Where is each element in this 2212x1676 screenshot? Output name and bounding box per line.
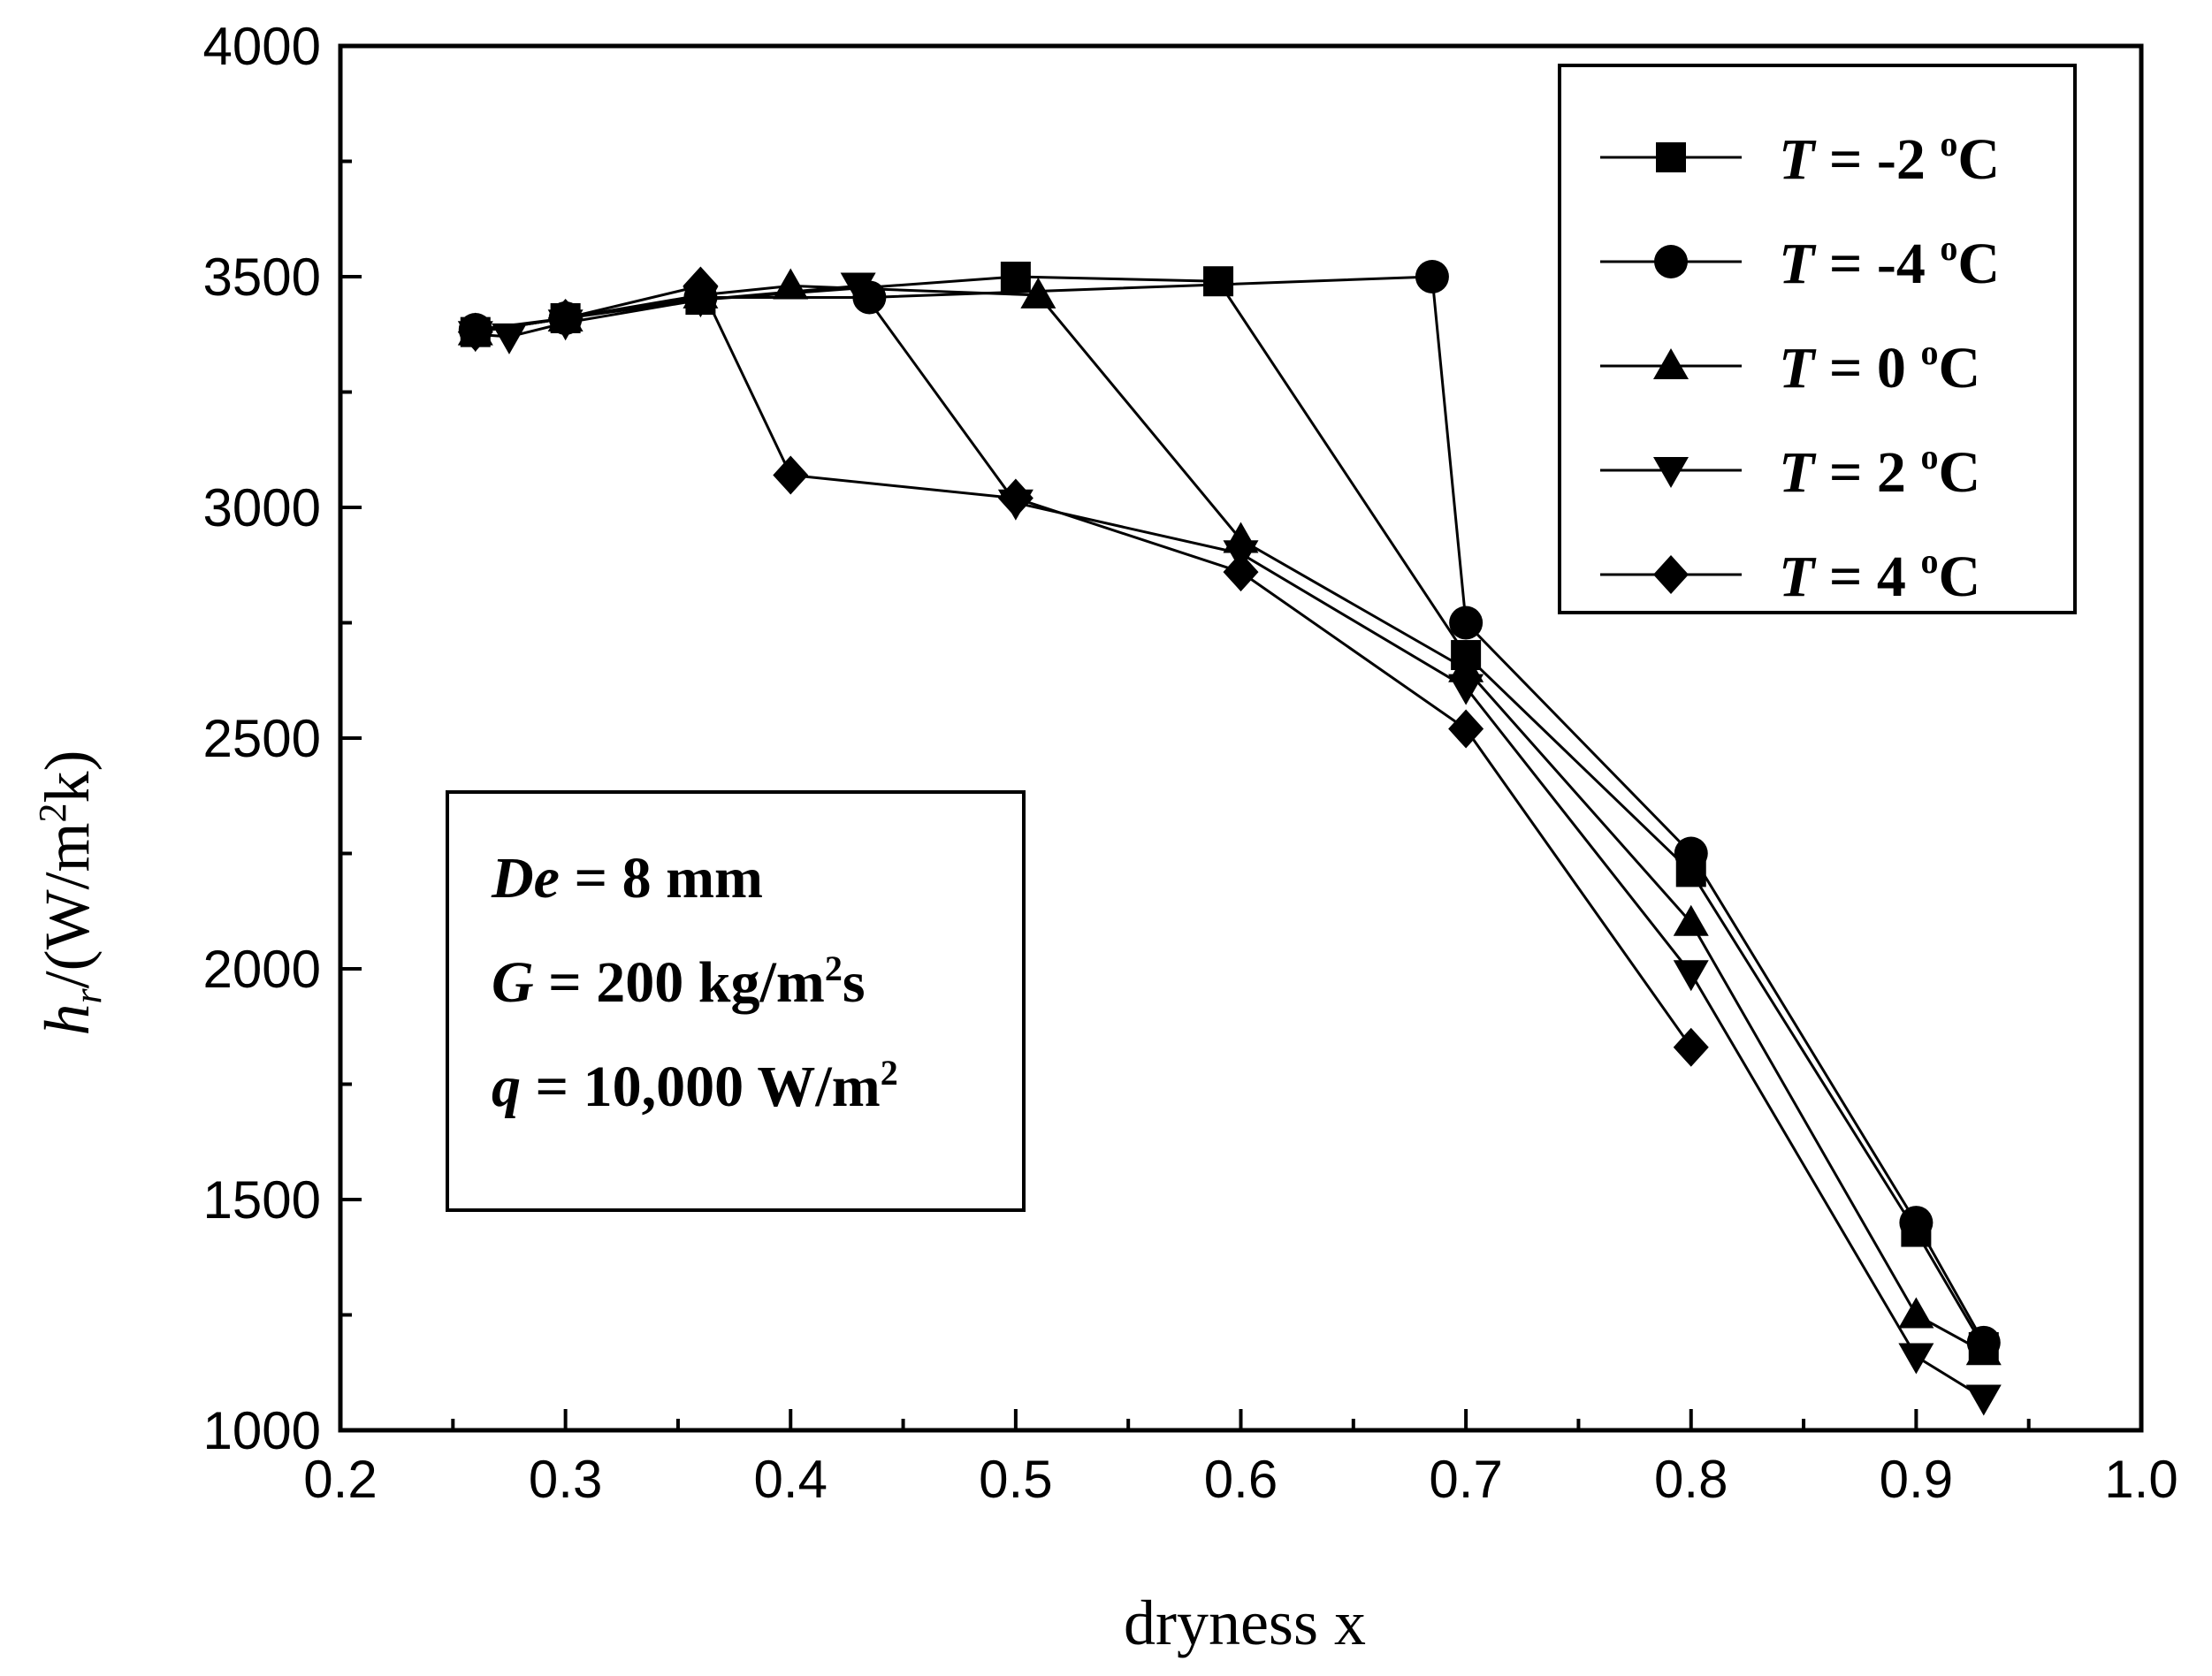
data-point-diamond — [457, 312, 493, 352]
y-tick-label: 3000 — [203, 478, 321, 537]
data-point-circle — [1415, 260, 1449, 293]
x-tick-label: 0.3 — [529, 1450, 602, 1509]
data-point-triangle-up — [1898, 1297, 1934, 1329]
legend: T = -2 oC T = -4 oC T = 0 oC T = 2 oC T … — [1558, 64, 2077, 614]
legend-label-t-4: T = 4 oC — [1779, 541, 1980, 609]
y-tick-label: 2000 — [203, 940, 321, 999]
conditions-box-frame — [446, 790, 1026, 1212]
plot-area-frame — [338, 43, 2144, 1433]
data-point-square — [1000, 262, 1031, 292]
data-point-triangle-up — [1965, 1334, 2002, 1366]
legend-marker-triangle-down — [1653, 457, 1689, 488]
data-point-circle — [1449, 606, 1484, 640]
data-point-diamond — [1448, 709, 1484, 749]
series-markers — [457, 260, 2002, 1416]
annotation-diameter: De = 8 mm — [491, 846, 763, 910]
x-tick-label: 0.8 — [1654, 1450, 1728, 1509]
data-point-triangle-up — [1020, 277, 1056, 309]
y-tick-label: 1000 — [203, 1401, 321, 1460]
data-point-triangle-down — [840, 272, 876, 304]
data-point-square — [1203, 266, 1234, 297]
data-point-triangle-down — [1965, 1384, 2002, 1416]
x-tick-label: 0.4 — [754, 1450, 828, 1509]
annotation-heat-flux: q = 10,000 W/m2 — [492, 1053, 898, 1119]
series-line-diamond — [475, 284, 1693, 1048]
x-tick-label: 0.2 — [303, 1450, 377, 1509]
legend-samples — [1600, 142, 1742, 594]
y-tick-label: 3500 — [203, 248, 321, 307]
data-point-circle — [1899, 1206, 1934, 1240]
data-point-diamond — [683, 266, 719, 306]
legend-label-t-minus-2: T = -2 oC — [1779, 124, 2000, 192]
x-tick-label: 0.6 — [1204, 1450, 1278, 1509]
data-point-circle — [1674, 836, 1708, 871]
data-point-triangle-up — [1673, 904, 1709, 936]
data-point-triangle-down — [1448, 674, 1484, 705]
annotation-mass-flux: G = 200 kg/m2s — [492, 948, 866, 1015]
legend-label-t-2: T = 2 oC — [1779, 437, 1980, 505]
legend-marker-diamond — [1653, 555, 1689, 594]
x-tick-label: 0.9 — [1880, 1450, 1953, 1509]
legend-label-t-minus-4: T = -4 oC — [1779, 228, 2000, 296]
x-tick-label: 1.0 — [2104, 1450, 2178, 1509]
legend-marker-square — [1656, 142, 1686, 172]
data-point-diamond — [1223, 552, 1259, 592]
x-axis-title: dryness x — [1124, 1588, 1366, 1658]
x-tick-label: 0.5 — [979, 1450, 1052, 1509]
axis-tick-labels: 0.2 0.3 0.4 0.5 0.6 0.7 0.8 0.9 1.0 1000 1500 2000 2… — [203, 17, 2178, 1509]
y-tick-label: 2500 — [203, 709, 321, 768]
legend-marker-circle — [1654, 245, 1688, 278]
legend-marker-triangle-up — [1653, 348, 1689, 379]
series-line-triangle-up — [475, 284, 1985, 1353]
conditions-annotation-box: De = 8 mm G = 200 kg/m2s q = 10,000 W/m2 — [446, 790, 1026, 1212]
data-point-diamond — [547, 298, 584, 338]
legend-label-t-0: T = 0 oC — [1779, 332, 1980, 400]
data-point-triangle-down — [1673, 960, 1709, 992]
data-point-triangle-up — [773, 268, 809, 300]
data-point-diamond — [773, 455, 809, 495]
y-tick-label: 1500 — [203, 1170, 321, 1230]
data-point-triangle-down — [491, 323, 527, 354]
x-tick-label: 0.7 — [1429, 1450, 1502, 1509]
data-point-diamond — [1673, 1027, 1709, 1067]
data-point-diamond — [997, 478, 1034, 518]
y-tick-label: 4000 — [203, 17, 321, 76]
data-point-triangle-down — [1898, 1343, 1934, 1375]
y-axis-title: hr/(W/m2k) — [31, 750, 110, 1035]
